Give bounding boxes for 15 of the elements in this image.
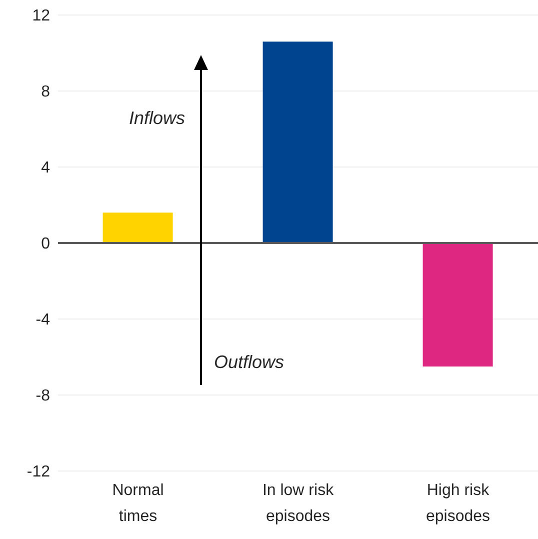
x-tick-label: Normal times xyxy=(112,482,164,525)
x-tick-label: High risk episodes xyxy=(426,482,490,525)
x-tick-label: In low risk episodes xyxy=(262,482,335,525)
annotation: Outflows xyxy=(214,352,284,372)
y-tick-label: -8 xyxy=(36,388,50,405)
bar xyxy=(422,243,493,366)
annotation: Inflows xyxy=(128,108,185,128)
y-tick-label: 12 xyxy=(32,8,50,25)
y-tick-label: -4 xyxy=(36,312,50,329)
y-tick-label: 0 xyxy=(41,236,50,253)
y-tick-label: 8 xyxy=(41,84,50,101)
y-tick-label: -12 xyxy=(26,464,50,481)
bar xyxy=(262,42,333,243)
y-tick-label: 4 xyxy=(41,160,50,177)
bar xyxy=(102,212,173,243)
